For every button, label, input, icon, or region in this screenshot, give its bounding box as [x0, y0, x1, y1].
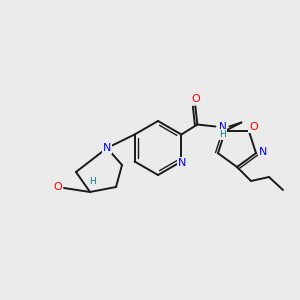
- Text: O: O: [249, 122, 258, 132]
- Text: N: N: [103, 143, 111, 153]
- Text: O: O: [54, 182, 62, 192]
- Text: H: H: [88, 178, 95, 187]
- Text: N: N: [178, 158, 187, 167]
- Text: N: N: [218, 122, 226, 133]
- Text: H: H: [219, 130, 226, 139]
- Text: O: O: [191, 94, 200, 104]
- Text: N: N: [259, 147, 267, 157]
